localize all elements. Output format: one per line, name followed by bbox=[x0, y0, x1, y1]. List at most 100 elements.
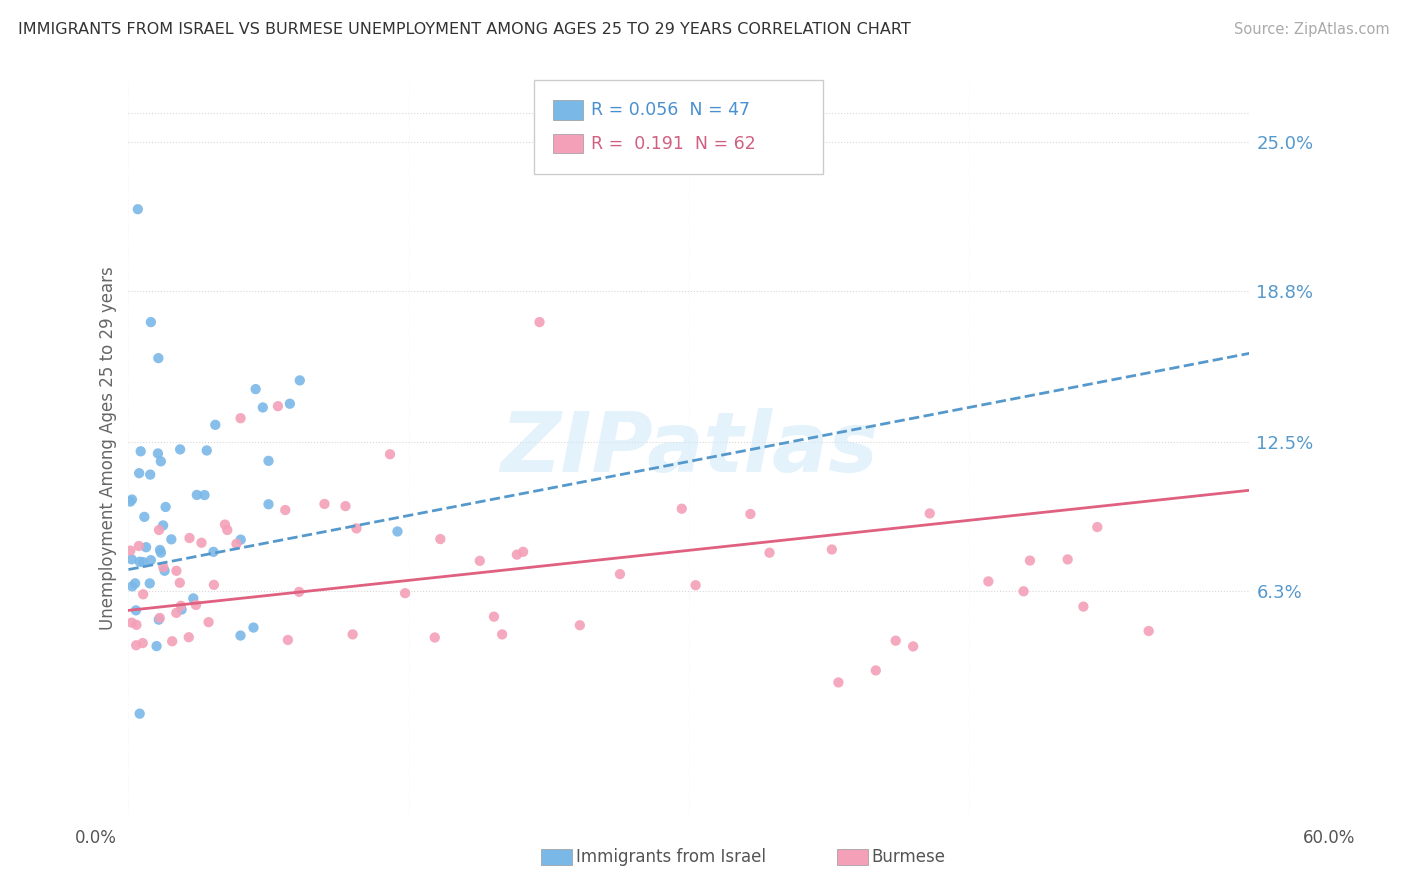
Point bbox=[901, 640, 924, 654]
Point bbox=[121, 615, 143, 630]
Point bbox=[190, 535, 212, 549]
Point bbox=[120, 543, 142, 558]
Point bbox=[529, 315, 551, 329]
Point bbox=[394, 586, 416, 600]
Point bbox=[125, 603, 148, 617]
Point bbox=[314, 497, 336, 511]
Point bbox=[128, 466, 150, 480]
Point bbox=[884, 633, 907, 648]
Point bbox=[125, 638, 148, 652]
Point bbox=[170, 602, 193, 616]
Point bbox=[135, 540, 157, 554]
Point bbox=[152, 518, 174, 533]
Point bbox=[169, 442, 191, 457]
Point bbox=[1085, 520, 1108, 534]
Text: IMMIGRANTS FROM ISRAEL VS BURMESE UNEMPLOYMENT AMONG AGES 25 TO 29 YEARS CORRELA: IMMIGRANTS FROM ISRAEL VS BURMESE UNEMPL… bbox=[18, 22, 911, 37]
Point bbox=[139, 553, 162, 567]
Point bbox=[242, 621, 264, 635]
Point bbox=[160, 533, 183, 547]
Point bbox=[125, 618, 148, 632]
Point bbox=[288, 373, 311, 387]
Point bbox=[186, 488, 208, 502]
Point bbox=[146, 446, 169, 460]
Point bbox=[139, 467, 162, 482]
Point bbox=[468, 554, 491, 568]
Point bbox=[977, 574, 1000, 589]
Point bbox=[197, 615, 219, 629]
Point bbox=[387, 524, 409, 539]
Point bbox=[153, 564, 176, 578]
Point bbox=[160, 634, 183, 648]
Point bbox=[267, 399, 290, 413]
Point bbox=[148, 613, 170, 627]
Point bbox=[179, 531, 201, 545]
Point bbox=[821, 542, 844, 557]
Text: 0.0%: 0.0% bbox=[75, 829, 117, 847]
Point bbox=[132, 587, 155, 601]
Point bbox=[131, 636, 153, 650]
Point bbox=[149, 546, 172, 560]
Point bbox=[225, 537, 247, 551]
Point bbox=[346, 521, 368, 535]
Point bbox=[827, 675, 849, 690]
Point bbox=[139, 576, 162, 591]
Point bbox=[335, 499, 357, 513]
Point bbox=[229, 629, 252, 643]
Point bbox=[152, 560, 174, 574]
Point bbox=[1137, 624, 1160, 638]
Point bbox=[165, 564, 187, 578]
Point bbox=[139, 315, 162, 329]
Point bbox=[342, 627, 364, 641]
Point bbox=[1019, 553, 1042, 567]
Point bbox=[245, 382, 267, 396]
Point bbox=[149, 543, 172, 558]
Point bbox=[512, 545, 534, 559]
Text: Burmese: Burmese bbox=[872, 848, 946, 866]
Text: R = 0.056  N = 47: R = 0.056 N = 47 bbox=[591, 101, 749, 119]
Text: ZIPatlas: ZIPatlas bbox=[501, 408, 877, 489]
Point bbox=[127, 202, 149, 217]
Point bbox=[758, 546, 780, 560]
Point bbox=[423, 631, 446, 645]
Point bbox=[121, 552, 143, 566]
Point bbox=[429, 532, 451, 546]
Point bbox=[214, 517, 236, 532]
Point bbox=[149, 454, 172, 468]
Point bbox=[177, 630, 200, 644]
Point bbox=[609, 567, 631, 582]
Point bbox=[740, 507, 762, 521]
Point bbox=[170, 599, 193, 613]
Point bbox=[257, 454, 280, 468]
Point bbox=[128, 706, 150, 721]
Point bbox=[134, 509, 156, 524]
Point bbox=[121, 579, 143, 593]
Point bbox=[865, 664, 887, 678]
Point bbox=[671, 501, 693, 516]
Text: 60.0%: 60.0% bbox=[1302, 829, 1355, 847]
Point bbox=[128, 555, 150, 569]
Point bbox=[202, 545, 225, 559]
Point bbox=[274, 503, 297, 517]
Point bbox=[165, 606, 187, 620]
Point bbox=[252, 401, 274, 415]
Point bbox=[184, 598, 207, 612]
Point bbox=[568, 618, 591, 632]
Text: Source: ZipAtlas.com: Source: ZipAtlas.com bbox=[1233, 22, 1389, 37]
Text: Immigrants from Israel: Immigrants from Israel bbox=[576, 848, 766, 866]
Point bbox=[155, 500, 177, 514]
Point bbox=[229, 533, 252, 547]
Point bbox=[181, 591, 204, 606]
Point bbox=[121, 492, 143, 507]
Point bbox=[685, 578, 707, 592]
Point bbox=[204, 417, 226, 432]
Point bbox=[277, 632, 299, 647]
Point bbox=[229, 411, 252, 425]
Point bbox=[148, 523, 170, 537]
Point bbox=[378, 447, 401, 461]
Point bbox=[288, 585, 311, 599]
Point bbox=[202, 578, 225, 592]
Point bbox=[169, 575, 191, 590]
Y-axis label: Unemployment Among Ages 25 to 29 years: Unemployment Among Ages 25 to 29 years bbox=[100, 267, 117, 630]
Point bbox=[491, 627, 513, 641]
Point bbox=[120, 494, 142, 508]
